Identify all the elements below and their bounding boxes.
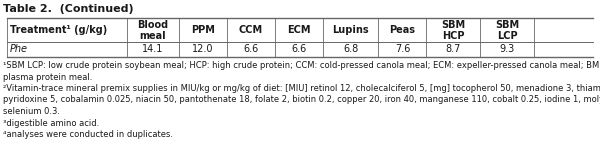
Text: Lupins: Lupins [332, 25, 369, 35]
Text: 6.8: 6.8 [343, 44, 358, 55]
Text: CCM: CCM [239, 25, 263, 35]
Text: LCP: LCP [497, 31, 518, 41]
Text: Blood: Blood [137, 20, 169, 30]
Text: SBM: SBM [495, 20, 520, 30]
Text: 14.1: 14.1 [142, 44, 164, 55]
Text: ⁴analyses were conducted in duplicates.: ⁴analyses were conducted in duplicates. [3, 130, 173, 139]
Text: pyridoxine 5, cobalamin 0.025, niacin 50, pantothenate 18, folate 2, biotin 0.2,: pyridoxine 5, cobalamin 0.025, niacin 50… [3, 96, 600, 104]
Text: 6.6: 6.6 [243, 44, 259, 55]
Text: Treatment¹ (g/kg): Treatment¹ (g/kg) [10, 25, 107, 35]
Text: ²Vitamin-trace mineral premix supplies in MIU/kg or mg/kg of diet: [MIU] retinol: ²Vitamin-trace mineral premix supplies i… [3, 84, 600, 93]
Text: SBM: SBM [442, 20, 466, 30]
Text: 9.3: 9.3 [500, 44, 515, 55]
Text: ECM: ECM [287, 25, 311, 35]
Text: PPM: PPM [191, 25, 215, 35]
Text: 7.6: 7.6 [395, 44, 410, 55]
Text: Peas: Peas [389, 25, 415, 35]
Text: 12.0: 12.0 [192, 44, 214, 55]
Text: Table 2.  (Continued): Table 2. (Continued) [3, 4, 134, 14]
Text: 8.7: 8.7 [446, 44, 461, 55]
Text: HCP: HCP [442, 31, 464, 41]
Text: Phe: Phe [10, 44, 28, 55]
Text: selenium 0.3.: selenium 0.3. [3, 107, 60, 116]
Text: 6.6: 6.6 [291, 44, 307, 55]
Text: ³digestible amino acid.: ³digestible amino acid. [3, 119, 99, 128]
Text: plasma protein meal.: plasma protein meal. [3, 72, 92, 81]
Text: meal: meal [140, 31, 166, 41]
Text: ¹SBM LCP: low crude protein soybean meal; HCP: high crude protein; CCM: cold-pre: ¹SBM LCP: low crude protein soybean meal… [3, 61, 600, 70]
